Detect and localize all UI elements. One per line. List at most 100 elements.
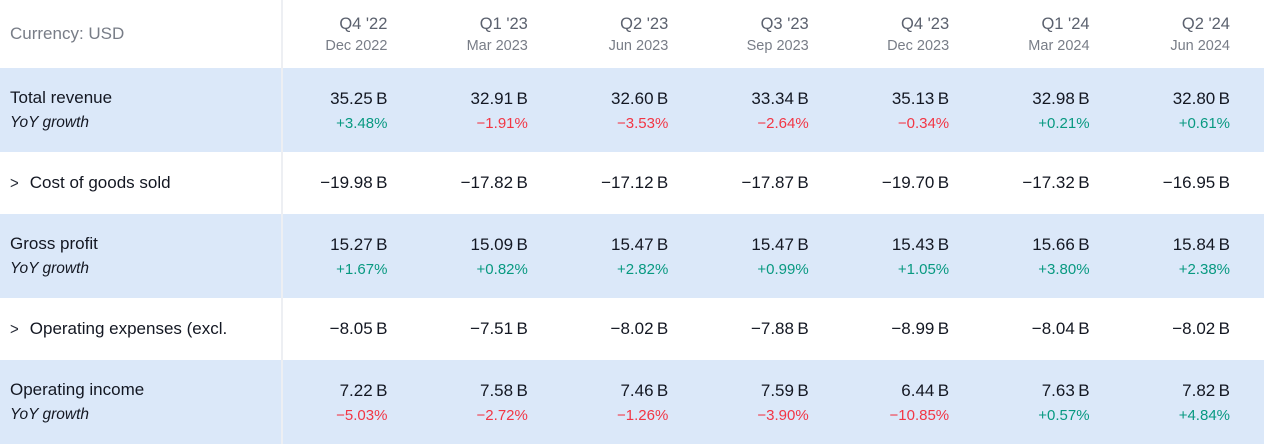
table-row-total-revenue: Total revenue YoY growth 35.25 B +3.48% … (0, 68, 1264, 152)
value-cell: 15.84 B +2.38% (1124, 235, 1264, 278)
cell-yoy-value: +0.82% (476, 260, 528, 278)
value-cell: −8.02 B (562, 319, 702, 339)
cell-value: −7.51 B (470, 319, 528, 338)
value-cell: −17.32 B (983, 173, 1123, 193)
cell-value: 15.09 B (470, 234, 528, 254)
value-cell: 15.43 B +1.05% (843, 235, 983, 278)
value-cell: −19.70 B (843, 173, 983, 193)
cell-yoy-value: −2.64% (757, 114, 809, 132)
value-cell: 35.25 B +3.48% (281, 89, 421, 132)
cell-value: −8.04 B (1031, 319, 1090, 338)
value-cell: 15.09 B +0.82% (421, 235, 561, 278)
cell-yoy-value: −1.91% (476, 114, 528, 132)
value-cell: 32.98 B +0.21% (983, 89, 1123, 132)
value-cell: 32.60 B −3.53% (562, 89, 702, 132)
value-cell: 32.91 B −1.91% (421, 89, 561, 132)
cell-yoy-value: −3.53% (616, 114, 669, 132)
cell-yoy-value: −2.72% (476, 406, 528, 424)
value-cell: −8.05 B (281, 319, 421, 339)
cell-value: 32.98 B (1032, 88, 1090, 108)
value-cell: 7.46 B −1.26% (562, 381, 702, 424)
cell-yoy-value: +0.61% (1178, 114, 1230, 132)
value-cell: 6.44 B −10.85% (843, 381, 983, 424)
value-cell: −17.82 B (421, 173, 561, 193)
row-label-cell[interactable]: > Cost of goods sold (0, 173, 281, 193)
value-cell: 33.34 B −2.64% (702, 89, 842, 132)
column-period-label: Dec 2022 (325, 37, 388, 54)
value-cell: −8.04 B (983, 319, 1123, 339)
cell-yoy-value: −0.34% (897, 114, 950, 132)
column-header: Q2 '23 Jun 2023 (562, 15, 702, 54)
column-quarter-label: Q2 '24 (1181, 14, 1230, 33)
value-cell: 7.82 B +4.84% (1124, 381, 1264, 424)
column-period-label: Dec 2023 (887, 37, 950, 54)
row-label-cell: Operating income YoY growth (0, 380, 281, 424)
value-cell: −7.88 B (702, 319, 842, 339)
value-cell: 7.59 B −3.90% (702, 381, 842, 424)
cell-value: −8.02 B (1172, 319, 1230, 338)
column-period-label: Sep 2023 (746, 37, 809, 54)
row-label: Cost of goods sold (29, 173, 171, 192)
cell-value: 7.82 B (1182, 380, 1230, 400)
cell-value: −17.32 B (1022, 173, 1090, 192)
cell-value: 7.58 B (480, 380, 528, 400)
value-cell: −19.98 B (281, 173, 421, 193)
cell-yoy-value: +2.82% (616, 260, 669, 278)
table-row-operating-income: Operating income YoY growth 7.22 B −5.03… (0, 360, 1264, 444)
value-cell: −17.12 B (562, 173, 702, 193)
cell-yoy-value: −10.85% (889, 406, 950, 424)
cell-yoy-value: +1.05% (897, 260, 950, 278)
cell-value: 15.84 B (1172, 234, 1230, 254)
cell-yoy-value: +4.84% (1178, 406, 1230, 424)
value-cell: 7.22 B −5.03% (281, 381, 421, 424)
table-row-cost-of-goods-sold[interactable]: > Cost of goods sold −19.98 B −17.82 B −1… (0, 152, 1264, 214)
cell-yoy-value: +3.48% (336, 114, 388, 132)
table-header-row: Currency: USD Q4 '22 Dec 2022 Q1 '23 Mar… (0, 0, 1264, 68)
currency-label: Currency: USD (10, 24, 125, 43)
row-label-cell: Gross profit YoY growth (0, 234, 281, 278)
cell-value: 35.13 B (891, 88, 950, 108)
row-label-cell[interactable]: > Operating expenses (excl. (0, 319, 281, 339)
expand-chevron-icon[interactable]: > (10, 320, 19, 339)
cell-value: −19.98 B (320, 173, 388, 192)
cell-value: −7.88 B (750, 319, 809, 338)
value-cell: −8.99 B (843, 319, 983, 339)
cell-value: 15.27 B (330, 234, 388, 254)
value-cell: −8.02 B (1124, 319, 1264, 339)
cell-value: −17.12 B (601, 173, 669, 192)
cell-value: −8.99 B (891, 319, 950, 338)
value-cell: 7.58 B −2.72% (421, 381, 561, 424)
cell-yoy-value: −1.26% (616, 406, 669, 424)
value-cell: −16.95 B (1124, 173, 1264, 193)
cell-yoy-value: −5.03% (336, 406, 388, 424)
column-header: Q1 '23 Mar 2023 (421, 15, 561, 54)
column-period-label: Jun 2024 (1170, 37, 1230, 54)
row-sub-label: YoY growth (10, 114, 89, 131)
cell-value: −17.82 B (460, 173, 528, 192)
table-row-operating-expenses[interactable]: > Operating expenses (excl. −8.05 B −7.51… (0, 298, 1264, 360)
column-period-label: Mar 2024 (1028, 37, 1090, 54)
cell-value: 15.47 B (610, 234, 669, 254)
value-cell: 35.13 B −0.34% (843, 89, 983, 132)
value-cell: 15.66 B +3.80% (983, 235, 1123, 278)
row-label: Operating income (10, 380, 145, 399)
row-label-cell: Total revenue YoY growth (0, 88, 281, 132)
cell-value: −17.87 B (741, 173, 809, 192)
column-quarter-label: Q1 '24 (1041, 14, 1090, 33)
cell-value: 7.59 B (760, 380, 809, 400)
value-cell: −7.51 B (421, 319, 561, 339)
row-sub-label: YoY growth (10, 260, 89, 277)
value-cell: −17.87 B (702, 173, 842, 193)
row-sub-label: YoY growth (10, 406, 89, 423)
row-label: Gross profit (10, 234, 98, 253)
expand-chevron-icon[interactable]: > (10, 174, 19, 193)
cell-value: 35.25 B (330, 88, 388, 108)
cell-value: 7.63 B (1041, 380, 1090, 400)
cell-value: 15.66 B (1032, 234, 1090, 254)
cell-yoy-value: +3.80% (1038, 260, 1090, 278)
column-quarter-label: Q2 '23 (620, 14, 669, 33)
column-quarter-label: Q4 '23 (901, 14, 950, 33)
cell-yoy-value: +2.38% (1178, 260, 1230, 278)
cell-yoy-value: +1.67% (336, 260, 388, 278)
